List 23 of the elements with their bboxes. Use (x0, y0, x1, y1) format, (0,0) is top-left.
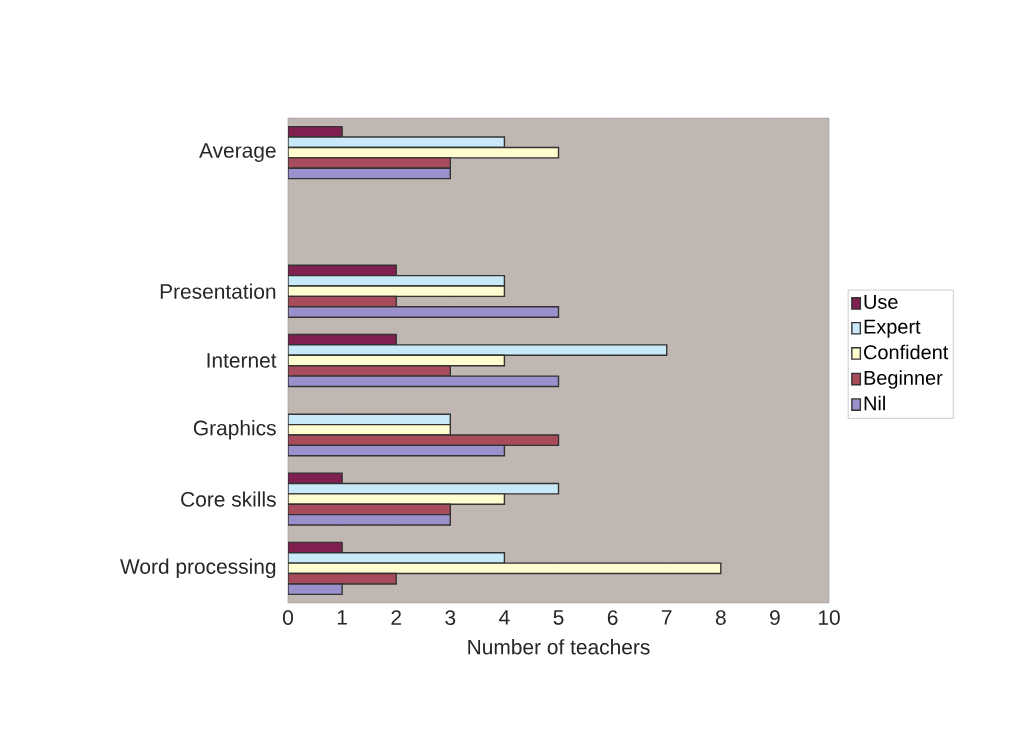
x-tick-label: 6 (607, 610, 618, 625)
x-tick-label: 8 (715, 610, 726, 625)
y-tick-label: Internet (207, 353, 277, 368)
y-tick-label: Core skills (181, 491, 276, 507)
x-tick-label: 3 (445, 610, 456, 625)
x-tick-label: 9 (770, 610, 780, 625)
y-tick-label: Word processing (120, 558, 276, 579)
y-tick-label: Graphics (193, 420, 276, 440)
x-tick-label: 2 (391, 610, 401, 625)
x-tick-label: 4 (499, 610, 510, 625)
y-tick-label: Presentation (160, 283, 276, 299)
x-axis-title: Number of teachers (468, 639, 650, 655)
legend-label: Confident (864, 344, 949, 360)
x-tick-label: 1 (337, 610, 347, 625)
legend-label: Nil (864, 395, 885, 411)
x-tick-label: 10 (818, 610, 840, 625)
x-tick-label: 7 (661, 610, 672, 625)
x-tick-label: 5 (553, 610, 564, 625)
y-tick-label: Average (199, 143, 276, 162)
legend-label: Beginner (864, 370, 943, 389)
x-tick-label: 0 (283, 610, 293, 625)
legend-label: Use (864, 295, 898, 309)
legend-label: Expert (864, 319, 921, 338)
